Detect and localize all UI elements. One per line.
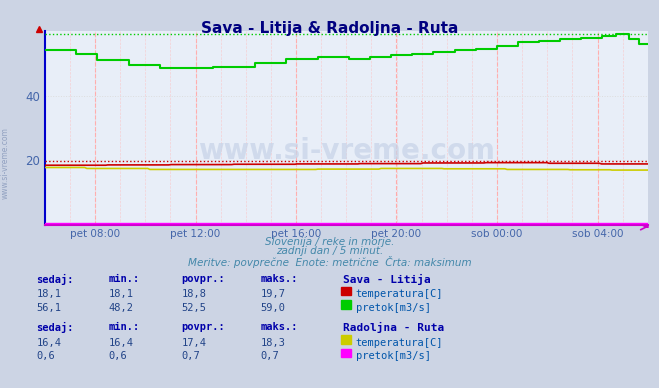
Text: 18,8: 18,8 xyxy=(181,289,206,299)
Text: 18,3: 18,3 xyxy=(260,338,285,348)
Text: 16,4: 16,4 xyxy=(36,338,61,348)
Text: Radoljna - Ruta: Radoljna - Ruta xyxy=(343,322,444,333)
Text: www.si-vreme.com: www.si-vreme.com xyxy=(1,127,10,199)
Text: Sava - Litija: Sava - Litija xyxy=(343,274,430,284)
Text: pretok[m3/s]: pretok[m3/s] xyxy=(356,303,431,313)
Text: 17,4: 17,4 xyxy=(181,338,206,348)
Text: Sava - Litija & Radoljna - Ruta: Sava - Litija & Radoljna - Ruta xyxy=(201,21,458,36)
Text: 0,6: 0,6 xyxy=(109,351,127,361)
Text: 16,4: 16,4 xyxy=(109,338,134,348)
Text: zadnji dan / 5 minut.: zadnji dan / 5 minut. xyxy=(276,246,383,256)
Text: pretok[m3/s]: pretok[m3/s] xyxy=(356,351,431,361)
Text: 19,7: 19,7 xyxy=(260,289,285,299)
Text: sedaj:: sedaj: xyxy=(36,274,74,284)
Text: 18,1: 18,1 xyxy=(36,289,61,299)
Text: 18,1: 18,1 xyxy=(109,289,134,299)
Text: sedaj:: sedaj: xyxy=(36,322,74,333)
Text: 59,0: 59,0 xyxy=(260,303,285,313)
Text: temperatura[C]: temperatura[C] xyxy=(356,289,444,299)
Text: Slovenija / reke in morje.: Slovenija / reke in morje. xyxy=(265,237,394,247)
Text: 48,2: 48,2 xyxy=(109,303,134,313)
Text: maks.:: maks.: xyxy=(260,274,298,284)
Text: min.:: min.: xyxy=(109,322,140,332)
Text: maks.:: maks.: xyxy=(260,322,298,332)
Text: 0,6: 0,6 xyxy=(36,351,55,361)
Text: 0,7: 0,7 xyxy=(181,351,200,361)
Text: Meritve: povprečne  Enote: metrične  Črta: maksimum: Meritve: povprečne Enote: metrične Črta:… xyxy=(188,256,471,268)
Text: 52,5: 52,5 xyxy=(181,303,206,313)
Text: 0,7: 0,7 xyxy=(260,351,279,361)
Text: www.si-vreme.com: www.si-vreme.com xyxy=(198,137,495,165)
Text: min.:: min.: xyxy=(109,274,140,284)
Text: povpr.:: povpr.: xyxy=(181,322,225,332)
Text: temperatura[C]: temperatura[C] xyxy=(356,338,444,348)
Text: 56,1: 56,1 xyxy=(36,303,61,313)
Text: povpr.:: povpr.: xyxy=(181,274,225,284)
